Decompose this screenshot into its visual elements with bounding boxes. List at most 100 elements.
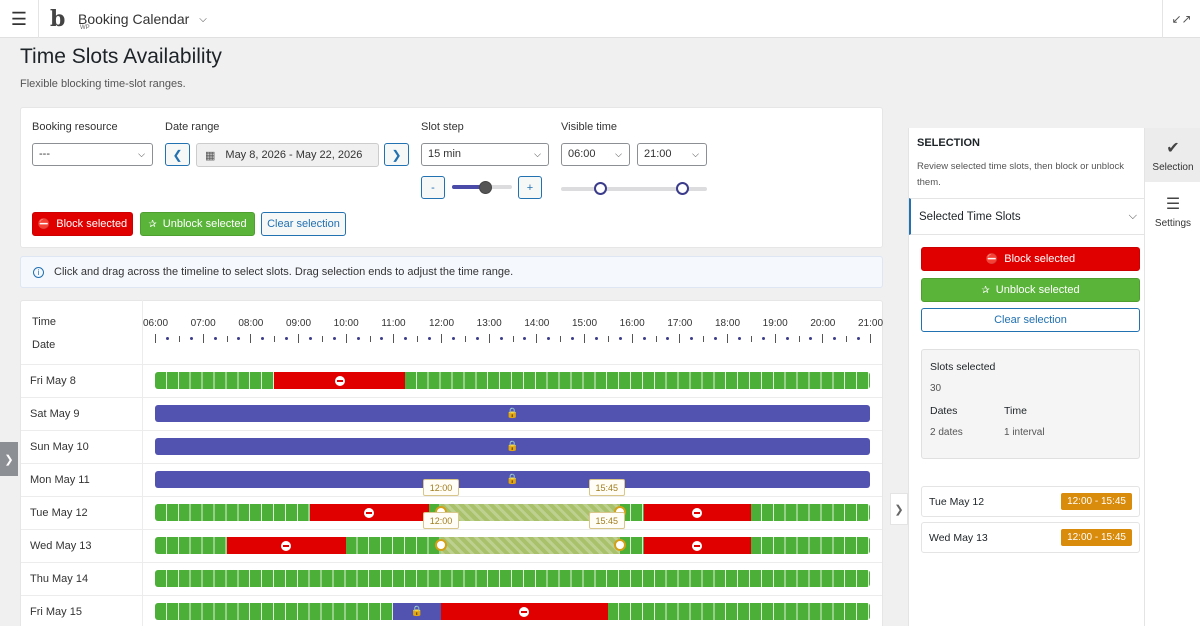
menu-icon[interactable]: ☰ (0, 0, 39, 38)
selection-start-handle[interactable] (435, 539, 447, 551)
expand-left-icon[interactable]: ❯ (0, 442, 18, 476)
quarter-dot (714, 337, 718, 340)
row-date: Fri May 15 (30, 606, 82, 618)
hour-tick (393, 334, 395, 343)
resource-select[interactable]: --- ⌵ (32, 143, 153, 166)
visible-time-end-handle[interactable] (676, 182, 690, 195)
unavailable-segment[interactable] (441, 603, 608, 620)
slot-step-slider-handle[interactable] (479, 181, 492, 194)
half-hour-tick (274, 336, 276, 342)
rail-settings-tab[interactable]: ☰ Settings (1145, 184, 1200, 238)
selected-day-card[interactable]: Wed May 13 12:00 - 15:45 (921, 522, 1140, 553)
minus-circle-icon (334, 375, 345, 386)
unavailable-segment[interactable] (643, 504, 751, 521)
unavailable-segment[interactable] (643, 537, 751, 554)
slot-step-increase-button[interactable]: + (518, 176, 542, 199)
block-selected-button[interactable]: ⛔ Block selected (32, 212, 133, 236)
hour-tick (584, 334, 585, 343)
selected-segment[interactable] (441, 504, 620, 521)
quarter-dot (499, 337, 503, 340)
selected-day-date: Tue May 12 (929, 495, 985, 508)
prev-range-button[interactable]: ❮ (165, 143, 190, 166)
hour-tick (345, 334, 347, 343)
hour-label: 14:00 (524, 318, 550, 329)
chevron-down-icon: ⌵ (534, 149, 541, 159)
selected-day-card[interactable]: Tue May 12 12:00 - 15:45 (921, 486, 1140, 517)
unblock-selected-button[interactable]: ✰ Unblock selected (140, 212, 255, 236)
selected-segment[interactable] (441, 537, 620, 554)
quarter-dot (690, 337, 694, 340)
unavailable-segment[interactable] (226, 537, 346, 554)
row-separator (21, 562, 882, 563)
row-date: Wed May 13 (30, 540, 92, 552)
hour-label: 21:00 (858, 318, 884, 329)
slot-step-decrease-button[interactable]: - (421, 176, 445, 199)
selection-start-tooltip: 12:00 (423, 512, 459, 529)
slots-selected-value: 30 (930, 383, 942, 394)
blocked-day-bar[interactable]: 🔒 (155, 471, 870, 488)
row-separator (21, 364, 882, 365)
availability-bar[interactable]: 🔒 (155, 603, 870, 620)
sliders-icon: ☰ (1165, 195, 1181, 213)
visible-to-select[interactable]: 21:00 ⌵ (637, 143, 707, 166)
visible-from-select[interactable]: 06:00 ⌵ (561, 143, 630, 166)
hour-label: 12:00 (429, 318, 455, 329)
unblock-selected-label: Unblock selected (162, 218, 247, 230)
time-value: 1 interval (1004, 427, 1045, 438)
half-hour-tick (607, 336, 609, 342)
block-selected-label: Block selected (56, 218, 128, 230)
selection-heading: SELECTION (917, 137, 980, 149)
hour-label: 07:00 (190, 318, 216, 329)
side-block-selected-button[interactable]: ⛔ Block selected (921, 247, 1140, 271)
accordion-title: Selected Time Slots (919, 210, 1021, 223)
half-hour-tick (321, 336, 323, 342)
quarter-dot (666, 337, 670, 340)
rail-selection-tab[interactable]: ✔ Selection (1145, 128, 1200, 182)
unavailable-segment[interactable] (309, 504, 430, 521)
locked-segment[interactable]: 🔒 (393, 603, 441, 620)
quarter-dot (213, 337, 217, 340)
visible-time-start-handle[interactable] (594, 182, 608, 195)
half-hour-tick (464, 336, 466, 342)
side-unblock-selected-button[interactable]: ✰ Unblock selected (921, 278, 1140, 302)
unavailable-segment[interactable] (274, 372, 406, 389)
row-separator (21, 595, 882, 596)
quarter-dot (523, 337, 527, 340)
hour-tick (298, 334, 299, 343)
row-date: Mon May 11 (30, 474, 90, 486)
chevron-left-icon: ❮ (172, 147, 183, 162)
row-date: Tue May 12 (30, 507, 88, 519)
slot-step-select[interactable]: 15 min ⌵ (421, 143, 549, 166)
chevron-down-icon: ⌵ (138, 149, 145, 159)
collapse-sidebar-icon[interactable]: ❯ (890, 493, 908, 525)
minus-circle-icon (692, 507, 703, 518)
availability-bar[interactable] (155, 504, 870, 521)
brand-switcher[interactable]: b Booking Calendar WP ⌵ (50, 6, 207, 32)
chevron-down-icon: ⌵ (615, 149, 622, 159)
info-banner: i Click and drag across the timeline to … (20, 256, 883, 288)
quarter-dot (404, 337, 408, 340)
clear-selection-button[interactable]: Clear selection (261, 212, 346, 236)
clear-selection-label: Clear selection (267, 218, 340, 230)
side-clear-selection-button[interactable]: Clear selection (921, 308, 1140, 332)
visible-time-track[interactable] (561, 187, 707, 191)
selection-end-handle[interactable] (613, 539, 626, 551)
quarter-dot (308, 337, 312, 340)
selection-stats: Slots selected 30 Dates 2 dates Time 1 i… (921, 349, 1140, 459)
blocked-day-bar[interactable]: 🔒 (155, 405, 870, 422)
visible-from-value: 06:00 (568, 148, 596, 160)
availability-bar[interactable] (155, 537, 870, 554)
lock-icon: 🔒 (506, 474, 519, 485)
selected-time-slots-accordion[interactable]: Selected Time Slots ⌵ (909, 198, 1145, 235)
visible-to-value: 21:00 (644, 148, 672, 160)
minus-circle-icon: ⛔ (37, 218, 51, 230)
blocked-day-bar[interactable]: 🔒 (155, 438, 870, 455)
hour-tick (870, 334, 871, 343)
availability-bar[interactable] (155, 372, 870, 389)
date-range-field[interactable]: ▦ May 8, 2026 - May 22, 2026 (196, 143, 379, 167)
collapse-icon[interactable]: ↙↗ (1162, 0, 1200, 38)
availability-bar[interactable] (155, 570, 870, 587)
resource-value: --- (39, 148, 50, 160)
hour-label: 13:00 (476, 318, 502, 329)
next-range-button[interactable]: ❯ (384, 143, 409, 166)
